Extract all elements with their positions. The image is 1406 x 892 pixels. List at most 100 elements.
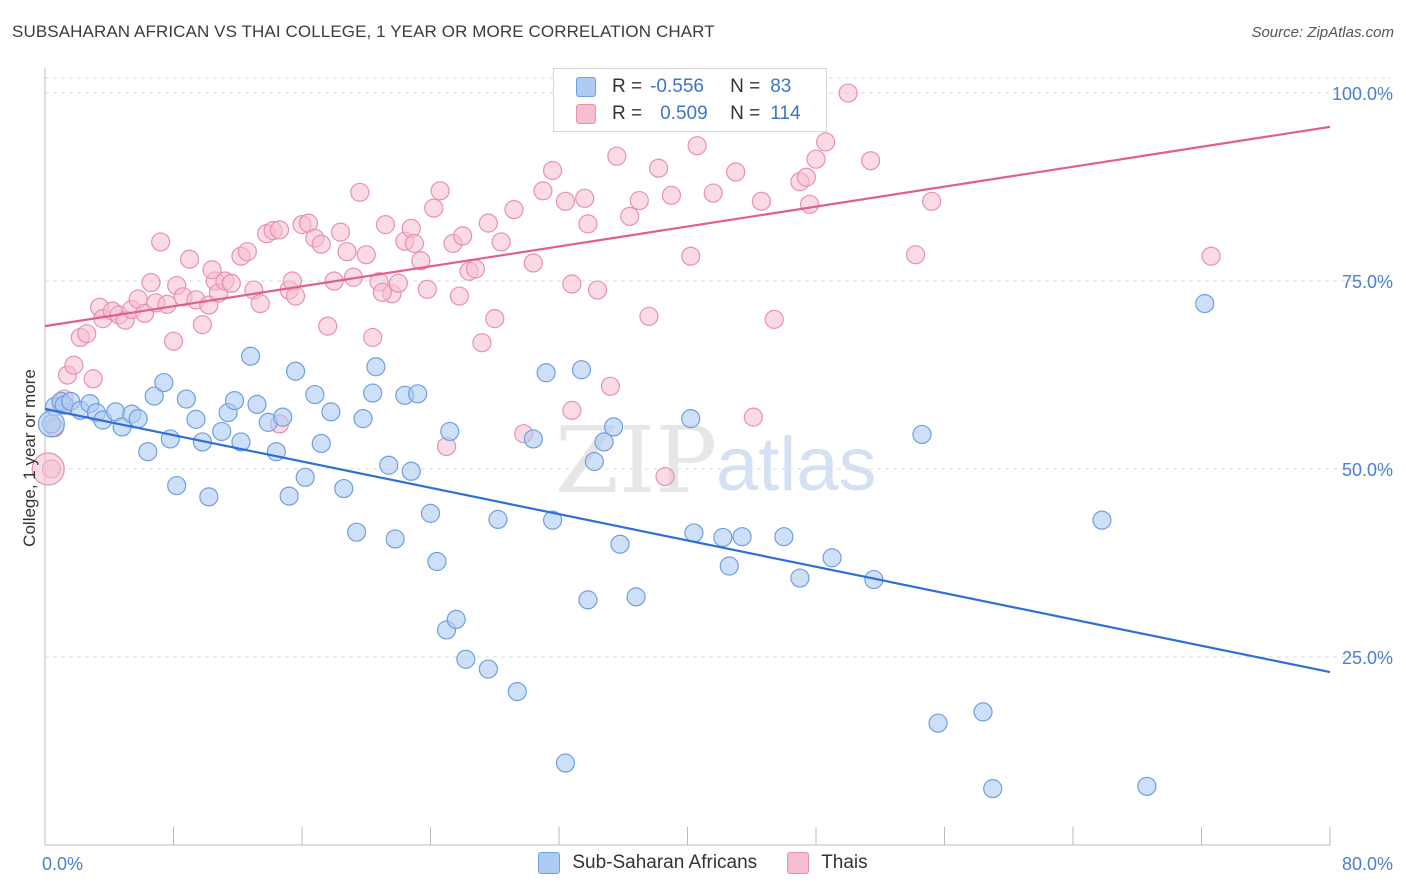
legend-r-label: R =: [612, 103, 643, 124]
data-point-sub-saharan-africans: [542, 510, 563, 530]
legend-label: Thais: [821, 852, 868, 873]
data-point-sub-saharan-africans: [523, 429, 543, 449]
data-point-thais: [163, 331, 184, 351]
data-point-sub-saharan-africans: [199, 487, 219, 507]
legend-n-label: N =: [730, 103, 761, 124]
data-point-thais: [600, 376, 621, 396]
data-point-sub-saharan-africans: [594, 432, 614, 452]
data-point-sub-saharan-africans: [928, 713, 948, 733]
data-point-sub-saharan-africans: [555, 753, 576, 773]
data-point-thais: [816, 132, 836, 152]
legend-r-value: -0.556: [650, 76, 704, 97]
data-point-sub-saharan-africans: [790, 568, 810, 588]
legend-n-value: 114: [770, 103, 801, 124]
legend-item-sub-saharan-africans[interactable]: Sub-Saharan Africans: [538, 852, 757, 874]
data-point-sub-saharan-africans: [224, 390, 245, 411]
data-point-thais: [639, 306, 659, 326]
data-point-sub-saharan-africans: [578, 590, 598, 610]
data-point-thais: [285, 286, 306, 306]
data-point-thais: [411, 251, 431, 271]
series-thais: [31, 83, 1221, 487]
data-point-thais: [905, 245, 926, 265]
legend-swatch-blue: [576, 77, 596, 97]
y-tick-label: 50.0%: [1342, 460, 1393, 480]
data-point-sub-saharan-africans: [347, 522, 367, 542]
data-point-thais: [575, 188, 595, 208]
legend-n-value: 83: [770, 76, 792, 97]
x-tick-label-max: 80.0%: [1342, 854, 1393, 874]
data-point-thais: [796, 167, 816, 187]
data-point-sub-saharan-africans: [366, 357, 386, 377]
data-point-thais: [485, 309, 505, 329]
data-point-thais: [764, 309, 784, 329]
data-point-sub-saharan-africans: [1195, 293, 1215, 314]
data-point-thais: [417, 279, 437, 299]
data-point-sub-saharan-africans: [684, 523, 704, 543]
data-point-thais: [350, 182, 370, 202]
data-point-thais: [629, 190, 649, 211]
data-point-thais: [404, 233, 425, 254]
data-point-thais: [472, 333, 492, 353]
data-point-thais: [141, 272, 161, 293]
chart-title: SUBSAHARAN AFRICAN VS THAI COLLEGE, 1 YE…: [12, 22, 715, 41]
data-point-sub-saharan-africans: [144, 386, 164, 406]
data-point-sub-saharan-africans: [440, 421, 460, 442]
x-tick-label-min: 0.0%: [42, 854, 83, 874]
data-point-sub-saharan-africans: [138, 442, 158, 462]
data-point-sub-saharan-africans: [212, 421, 232, 442]
legend-series: Sub-Saharan Africans Thais: [0, 852, 1406, 874]
data-point-sub-saharan-africans: [401, 461, 421, 481]
source-label: Source: ZipAtlas.com: [1251, 24, 1394, 41]
watermark: ZIP atlas: [555, 407, 877, 514]
data-point-sub-saharan-africans: [273, 407, 293, 427]
data-point-sub-saharan-africans: [732, 527, 752, 547]
data-point-sub-saharan-africans: [571, 360, 592, 380]
trend-lines: [44, 125, 1331, 674]
data-point-sub-saharan-africans: [973, 702, 993, 722]
data-point-thais: [202, 260, 222, 280]
legend-n-label: N =: [730, 76, 761, 97]
data-point-thais: [542, 160, 563, 181]
data-point-thais: [806, 149, 826, 169]
data-point-thais: [861, 151, 881, 171]
data-point-thais: [337, 242, 357, 262]
data-point-thais: [318, 316, 338, 336]
data-point-sub-saharan-africans: [446, 609, 466, 630]
data-point-sub-saharan-africans: [713, 527, 733, 548]
data-point-sub-saharan-africans: [154, 372, 174, 393]
data-point-thais: [661, 185, 682, 205]
data-point-thais: [504, 199, 524, 220]
data-point-sub-saharan-africans: [1137, 776, 1157, 796]
data-point-thais: [453, 226, 473, 246]
data-point-thais: [478, 213, 498, 233]
data-point-thais: [449, 286, 470, 306]
data-point-thais: [77, 324, 97, 344]
data-point-sub-saharan-africans: [456, 649, 476, 669]
data-point-sub-saharan-africans: [128, 409, 148, 429]
data-point-sub-saharan-africans: [584, 451, 604, 472]
data-point-sub-saharan-africans: [408, 384, 428, 404]
data-point-sub-saharan-africans: [912, 424, 932, 445]
legend-item-thais[interactable]: Thais: [787, 852, 868, 874]
legend-swatch-pink: [787, 852, 810, 874]
series-sub-saharan-africans: [37, 293, 1215, 799]
data-point-thais: [375, 215, 396, 235]
data-point-thais: [703, 183, 723, 203]
data-point-thais: [681, 246, 701, 266]
data-point-sub-saharan-africans: [305, 384, 325, 405]
data-point-sub-saharan-africans: [334, 478, 354, 499]
data-point-thais: [372, 282, 392, 302]
y-tick-label: 100.0%: [1332, 84, 1393, 104]
data-point-sub-saharan-africans: [536, 363, 556, 383]
data-point-sub-saharan-africans: [420, 503, 441, 523]
data-point-sub-saharan-africans: [231, 432, 251, 452]
data-point-thais: [555, 191, 576, 211]
legend-swatch-pink: [576, 104, 596, 124]
data-point-sub-saharan-africans: [385, 529, 405, 549]
data-point-sub-saharan-africans: [427, 551, 447, 572]
data-point-sub-saharan-africans: [353, 409, 373, 429]
data-point-sub-saharan-africans: [311, 433, 331, 454]
data-point-thais: [578, 214, 598, 234]
data-point-sub-saharan-africans: [363, 383, 383, 403]
